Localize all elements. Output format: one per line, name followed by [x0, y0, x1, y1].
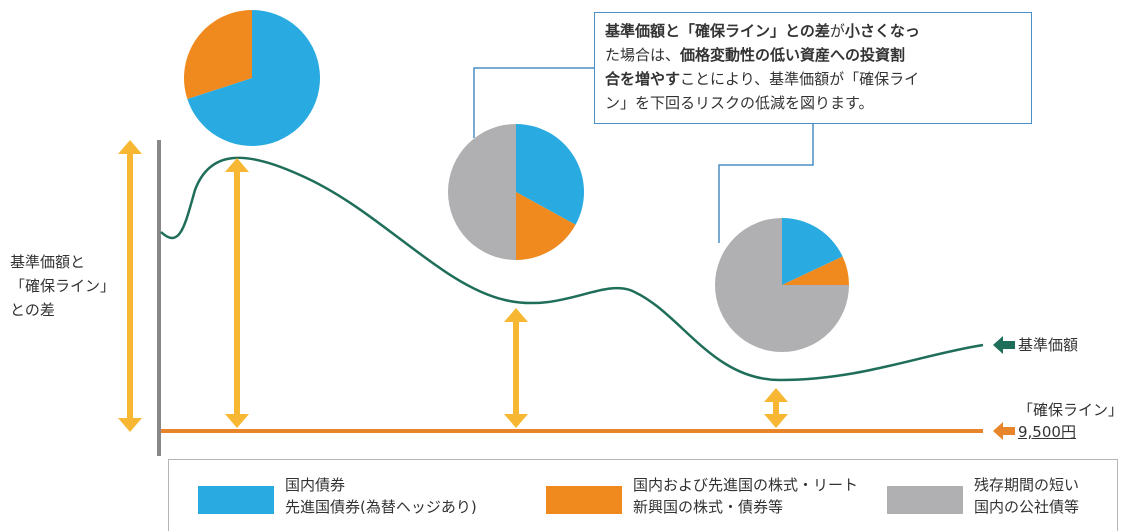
- gap-label-line-3: との差: [10, 301, 55, 319]
- legend-text-line: 新興国の株式・債券等: [633, 498, 784, 516]
- pie-3: [715, 218, 849, 352]
- vertical-axis: [157, 140, 161, 456]
- legend-swatch-short-bonds: [887, 486, 963, 514]
- legend-text-line: 先進国債券(為替ヘッジあり): [285, 498, 477, 516]
- pie-1: [183, 10, 320, 146]
- gap-arrow-4: [764, 388, 788, 428]
- gap-label-line-1: 基準価額と: [10, 253, 86, 271]
- legend-text-line: 国内債券: [285, 476, 346, 494]
- callout-text-run: た場合は、: [605, 46, 681, 64]
- callout-text-run: 基準価額と「確保ライン」との差: [605, 22, 830, 40]
- callout-text-run: ことにより、基準価額が「確保ライ: [680, 70, 920, 88]
- callout-text-run: 価格変動性の低い資産への投資割: [680, 46, 906, 64]
- pie-3-slice-domestic: [782, 218, 843, 285]
- pie-1-slice-equities: [183, 10, 252, 100]
- legend-text-line: 国内および先進国の株式・リート: [633, 476, 859, 494]
- callout-text-run: ン」を下回るリスクの低減を図ります。: [605, 94, 874, 112]
- floor-label-line-1: 「確保ライン」: [1018, 401, 1124, 419]
- pie-3-slice-equities: [782, 256, 849, 285]
- gap-label-line-2: 「確保ライン」: [10, 277, 116, 295]
- legend-text-equities-reits: 国内および先進国の株式・リート 新興国の株式・債券等: [633, 474, 858, 518]
- floor-label-line-2: 9,500円: [1018, 423, 1076, 441]
- pie-2-slice-domestic: [516, 124, 584, 225]
- floor-label: 「確保ライン」 9,500円: [1018, 399, 1123, 443]
- legend-text-domestic-bonds: 国内債券 先進国債券(為替ヘッジあり): [285, 474, 477, 518]
- legend-swatch-equities-reits: [546, 486, 622, 514]
- callout-text-run: 合を増やす: [605, 70, 681, 88]
- callout-line: 基準価額と「確保ライン」との差が小さくなっ: [605, 19, 1021, 43]
- pie-3-slice-short: [715, 218, 849, 352]
- callout-text-run: 小さくなっ: [844, 22, 920, 40]
- legend-swatch-domestic-bonds: [198, 486, 274, 514]
- nav-arrow-icon: [993, 336, 1015, 354]
- legend: 国内債券 先進国債券(為替ヘッジあり) 国内および先進国の株式・リート 新興国の…: [168, 459, 1118, 531]
- legend-text-line: 国内の公社債等: [974, 498, 1080, 516]
- gap-arrow-2: [225, 158, 249, 428]
- nav-label: 基準価額: [1018, 336, 1079, 354]
- floor-line: [161, 429, 983, 433]
- gap-label: 基準価額と 「確保ライン」 との差: [10, 250, 115, 322]
- callout-box: 基準価額と「確保ライン」との差が小さくなっ た場合は、価格変動性の低い資産への投資…: [594, 12, 1032, 124]
- callout-leader-left: [473, 67, 594, 138]
- floor-arrow-icon: [993, 422, 1015, 440]
- nav-curve: [160, 156, 984, 382]
- callout-line: ン」を下回るリスクの低減を図ります。: [605, 91, 1021, 115]
- callout-text-run: が: [829, 22, 845, 40]
- callout-line: た場合は、価格変動性の低い資産への投資割: [605, 43, 1021, 67]
- callout-leader-right: [718, 124, 814, 243]
- pie-1-slice-domestic: [187, 10, 320, 146]
- legend-text-line: 残存期間の短い: [974, 476, 1080, 494]
- pie-2: [448, 124, 584, 260]
- pie-2-slice-short: [448, 124, 516, 260]
- gap-arrow-1: [118, 140, 142, 432]
- gap-arrow-3: [504, 308, 528, 428]
- legend-text-short-bonds: 残存期間の短い 国内の公社債等: [974, 474, 1079, 518]
- callout-line: 合を増やすことにより、基準価額が「確保ライ: [605, 67, 1021, 91]
- pie-2-slice-equities: [516, 192, 576, 260]
